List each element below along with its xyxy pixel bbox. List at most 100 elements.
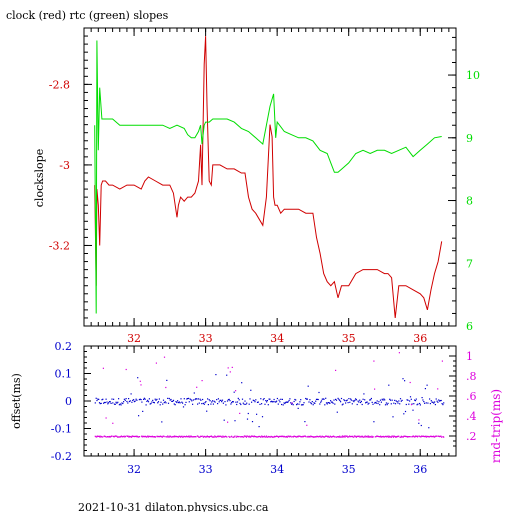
offset-point — [159, 404, 161, 406]
offset-point — [185, 401, 187, 403]
rnd-trip-point — [167, 435, 169, 437]
rnd-trip-point — [373, 360, 375, 362]
rnd-trip-point — [189, 435, 191, 437]
rnd-trip-point — [102, 436, 104, 438]
rnd-trip-point — [206, 435, 208, 437]
rnd-trip-point — [305, 436, 307, 438]
offset-point — [213, 400, 215, 402]
offset-point — [394, 399, 396, 401]
rnd-trip-point — [235, 436, 237, 438]
offset-point — [190, 399, 192, 401]
rnd-trip-point — [210, 435, 212, 437]
rnd-trip-point — [247, 436, 249, 438]
offset-point — [384, 399, 386, 401]
rnd-trip-point — [435, 435, 437, 437]
offset-point — [379, 404, 381, 406]
offset-point — [339, 399, 341, 402]
rnd-trip-point — [390, 436, 392, 438]
offset-point — [288, 399, 290, 402]
rnd-trip-point — [101, 436, 103, 438]
rnd-trip-point — [191, 436, 193, 438]
offset-point — [363, 393, 365, 395]
offset-point — [150, 402, 152, 405]
offset-point — [313, 402, 315, 404]
rnd-trip-point — [234, 435, 236, 437]
offset-point — [374, 402, 376, 404]
offset-point — [133, 399, 135, 401]
offset-point — [388, 384, 390, 386]
rnd-trip-point — [204, 436, 206, 438]
offset-point — [106, 401, 108, 403]
offset-point — [344, 400, 346, 402]
rnd-trip-point — [164, 436, 166, 438]
rnd-trip-point — [303, 435, 305, 437]
offset-point — [360, 400, 362, 402]
rnd-trip-point — [193, 436, 195, 438]
rnd-trip-point — [300, 436, 302, 438]
offset-point — [310, 402, 312, 404]
offset-point — [431, 401, 433, 403]
offset-point — [217, 403, 219, 405]
rnd-trip-point — [300, 436, 302, 438]
offset-point — [356, 403, 358, 406]
offset-point — [238, 399, 240, 401]
rnd-trip-point — [257, 436, 259, 438]
offset-point — [246, 418, 249, 420]
offset-point — [253, 400, 255, 402]
offset-point — [345, 400, 347, 402]
rnd-trip-point — [324, 436, 326, 438]
offset-point — [290, 402, 292, 404]
rnd-trip-point — [393, 435, 395, 437]
rnd-trip-point — [135, 435, 137, 437]
offset-point — [230, 403, 232, 405]
rnd-trip-point — [348, 436, 350, 438]
rnd-trip-point — [198, 436, 200, 438]
offset-point — [161, 421, 163, 423]
offset-point — [295, 399, 297, 401]
offset-point — [307, 385, 309, 387]
offset-point — [348, 398, 350, 400]
rnd-trip-point — [423, 435, 425, 437]
rnd-trip-point — [280, 435, 282, 437]
rnd-trip-point — [416, 436, 419, 438]
rnd-trip-point — [325, 435, 327, 437]
rnd-trip-point — [250, 436, 252, 438]
offset-point — [373, 421, 375, 423]
rnd-trip-point — [341, 435, 343, 437]
offset-point — [286, 401, 288, 403]
offset-point — [103, 402, 105, 404]
offset-point — [325, 397, 327, 399]
rnd-trip-point — [281, 435, 283, 437]
rnd-trip-point — [114, 435, 116, 437]
offset-point — [129, 400, 131, 402]
offset-point — [387, 402, 389, 404]
rnd-trip-point — [106, 436, 108, 438]
bottom-y2-tick-label: .2 — [466, 430, 477, 443]
bottom-y-tick-label: 0.2 — [55, 340, 73, 353]
rnd-trip-point — [358, 435, 360, 437]
rnd-trip-point — [263, 435, 266, 437]
rnd-trip-point — [205, 436, 207, 438]
offset-point — [164, 401, 166, 403]
rnd-trip-point — [427, 435, 429, 438]
rnd-trip-point — [248, 436, 250, 438]
rnd-trip-point — [241, 436, 243, 438]
offset-point — [389, 399, 392, 401]
rnd-trip-point — [433, 436, 435, 438]
rnd-trip-point — [390, 436, 392, 438]
rnd-trip-point — [199, 436, 201, 438]
top-y2-tick-label: 10 — [466, 69, 480, 82]
offset-point — [151, 401, 153, 403]
offset-point — [435, 398, 437, 400]
offset-point — [358, 401, 360, 403]
rnd-trip-point — [357, 435, 359, 437]
top-y-tick-label: -3.2 — [49, 239, 70, 252]
offset-point — [141, 401, 143, 403]
rnd-trip-point — [387, 435, 389, 437]
rnd-trip-point — [255, 436, 257, 438]
rnd-trip-point — [439, 436, 441, 438]
rnd-trip-point — [431, 436, 433, 438]
offset-point — [271, 401, 273, 403]
offset-point — [443, 402, 445, 404]
rnd-trip-point — [251, 435, 253, 437]
